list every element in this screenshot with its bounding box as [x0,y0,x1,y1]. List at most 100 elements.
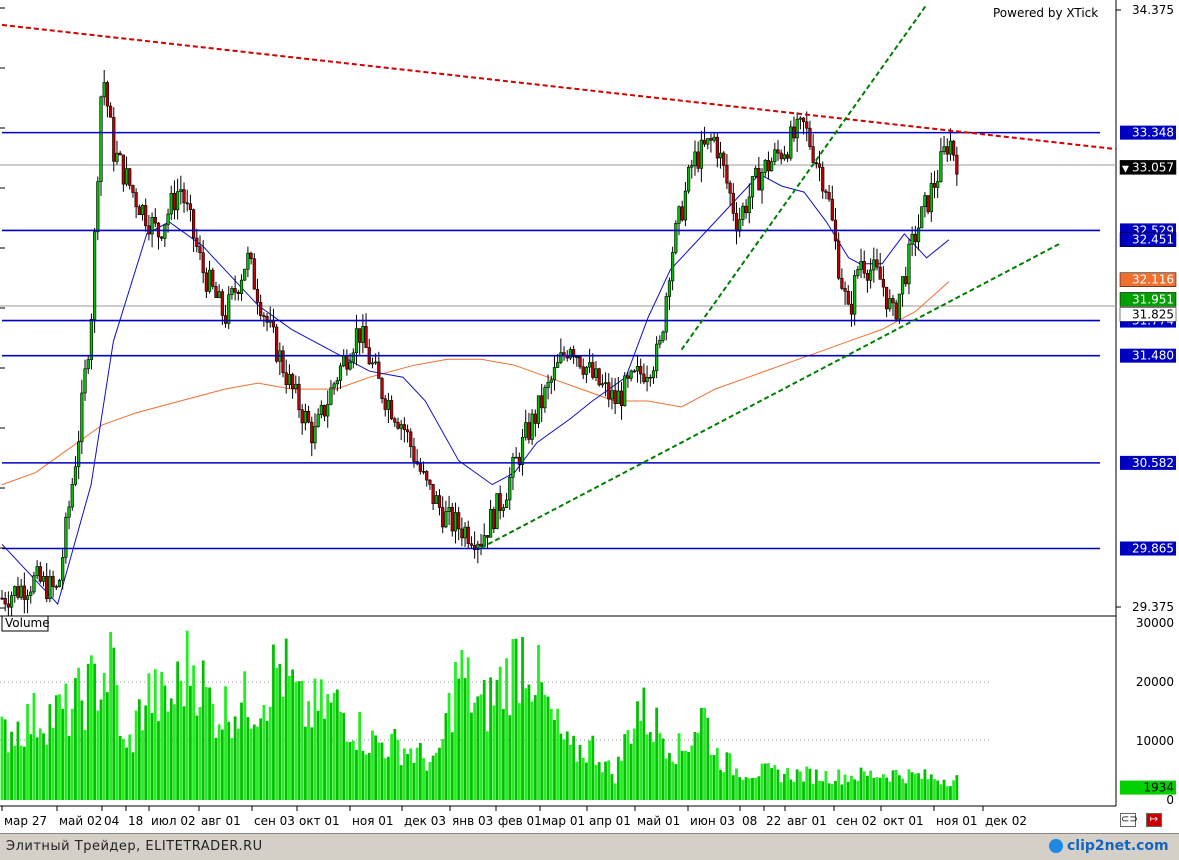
volume-bar [712,755,716,800]
volume-bar [371,730,374,800]
volume-bar [291,669,295,800]
volume-bar [144,705,148,800]
candle-body [239,279,244,294]
candle-body [463,526,467,539]
volume-bar [61,708,65,800]
volume-bar [54,695,58,800]
candle-body [808,127,812,147]
time-tick-label: окт 01 [299,814,340,828]
volume-bar [636,701,639,800]
candle-body [329,387,333,405]
candle-body [632,370,636,373]
volume-bar [661,738,665,800]
volume-bar [281,696,285,800]
volume-bar [949,786,952,800]
down-arrow-icon: ▼ [1122,164,1129,174]
candle-body [64,516,68,558]
time-tick-label: мар 01 [542,814,585,828]
volume-bar [805,766,809,800]
candle-body [530,413,534,440]
volume-bar [881,774,885,800]
clip2net-icon [1049,839,1063,853]
candle-body [131,185,135,193]
candle-body [3,598,7,605]
volume-bar [715,747,719,800]
volume-bar [463,678,467,800]
volume-bar [613,783,617,800]
volume-bar [904,783,908,800]
volume-bar [677,733,681,800]
candle-body [185,202,189,205]
volume-bar [377,742,381,800]
volume-bar [623,734,627,800]
candle-body [744,205,748,214]
price-badge [1119,292,1177,307]
time-tick-label: фев 01 [498,814,542,828]
volume-bar [559,733,563,800]
volume-bar [332,692,336,800]
candle-body [862,261,866,274]
volume-bar [782,773,786,800]
candle-body [718,152,723,159]
link-icon[interactable]: ⊂⊃ [1120,813,1138,827]
grid [0,0,1117,807]
volume-bar [530,701,534,800]
candle-body [856,269,860,276]
volume-bar [0,716,4,800]
candle-body [316,414,320,427]
volume-bar [913,773,917,800]
volume-bar [19,745,23,800]
price-tick-label: 29.375 [1132,600,1174,614]
moving-average-orange [1,281,950,486]
volume-bar [42,733,45,800]
candle-body [105,82,109,107]
volume-bar [629,743,633,800]
exit-icon[interactable]: ↦ [1146,813,1162,827]
volume-bar [798,771,802,800]
volume-bar [303,726,307,800]
candle-body [377,361,381,379]
volume-bar [945,786,949,800]
volume-bar [125,747,128,800]
volume-bar [952,780,956,800]
volume-bar [824,771,828,800]
candle-body [543,387,547,409]
candle-body [163,224,167,239]
candle-body [776,149,780,154]
candle-body [418,463,422,472]
volume-bar [540,682,544,800]
volume-bar [26,703,29,800]
time-tick-label: дек 03 [404,814,446,828]
volume-bar [668,752,671,800]
candle-body [785,154,790,159]
candle-body [482,535,486,547]
candle-body [275,326,279,362]
volume-bar [224,686,227,800]
price-badge [1119,272,1177,287]
volume-bar [70,708,74,800]
volume-bar [3,719,7,800]
volume-bar [182,706,186,800]
candle-body [70,484,74,508]
trendline [480,242,1061,549]
candle-body [747,196,751,214]
candle-body [332,383,336,389]
candle-body [817,163,822,168]
candle-body [294,383,298,389]
candle-body [827,192,831,200]
volume-bar [859,767,863,800]
candle-body [118,152,122,156]
candle-body [466,526,470,544]
candle-body [789,126,793,159]
volume-bar [256,726,259,800]
candle-body [674,223,678,253]
candle-body [623,375,627,407]
volume-bar [96,710,100,800]
volume-bar [157,721,160,800]
volume-bar [208,687,211,800]
candle-body [734,213,739,232]
price-badge [1119,307,1177,322]
candle-body [738,219,742,232]
volume-bar [438,747,441,800]
volume-bar [728,753,732,800]
